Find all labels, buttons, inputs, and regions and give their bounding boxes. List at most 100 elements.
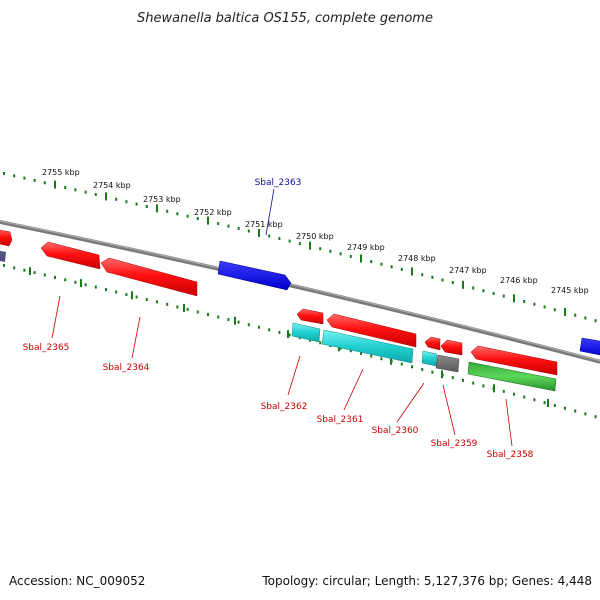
minor-tick <box>13 174 16 178</box>
gene-left-edge-gray[interactable] <box>0 250 6 262</box>
upper-tick-track <box>3 172 597 323</box>
minor-tick <box>54 275 56 279</box>
major-tick <box>309 241 311 250</box>
map-title: Shewanella baltica OS155, complete genom… <box>137 11 433 26</box>
major-tick <box>547 399 549 407</box>
minor-tick <box>288 239 291 243</box>
minor-tick <box>84 190 87 194</box>
gene-sbal-2361-red[interactable] <box>326 313 417 348</box>
minor-tick <box>574 313 577 317</box>
minor-tick <box>411 365 413 369</box>
gene-label-sbal-2361[interactable]: Sbal_2361 <box>317 415 364 425</box>
minor-tick <box>237 320 240 324</box>
minor-tick <box>145 297 148 301</box>
minor-tick <box>574 409 577 413</box>
minor-tick <box>472 286 475 290</box>
minor-tick <box>502 389 505 393</box>
gene-sbal-2358[interactable] <box>470 345 558 376</box>
gene-sbal-2360-cyan[interactable] <box>421 350 438 367</box>
gene-sbal-2362[interactable] <box>296 308 324 325</box>
minor-tick <box>176 212 179 216</box>
gene-label-sbal-2358[interactable]: Sbal_2358 <box>487 450 534 460</box>
minor-tick <box>94 285 97 289</box>
minor-tick <box>268 328 271 332</box>
gene-label-sbal-2362[interactable]: Sbal_2362 <box>261 402 308 412</box>
minor-tick <box>84 283 87 287</box>
minor-tick <box>64 185 67 189</box>
minor-tick <box>105 288 107 292</box>
gene-label-sbal-2365[interactable]: Sbal_2365 <box>23 343 70 353</box>
minor-tick <box>278 237 281 241</box>
minor-tick <box>23 176 26 180</box>
minor-tick <box>247 323 250 327</box>
major-tick <box>564 307 566 316</box>
minor-tick <box>431 275 434 279</box>
minor-tick <box>370 260 373 264</box>
gene-sbal-2359-gray[interactable] <box>435 354 460 373</box>
minor-tick <box>502 294 505 298</box>
gene-sbal-2360[interactable] <box>424 336 441 351</box>
minor-tick <box>400 267 403 271</box>
minor-tick <box>217 315 220 319</box>
minor-tick <box>33 271 36 275</box>
minor-tick <box>125 293 128 296</box>
gene-label-sbal-2364[interactable]: Sbal_2364 <box>103 363 150 373</box>
minor-tick <box>349 254 352 258</box>
major-tick <box>131 291 133 300</box>
leader-line-sbal-2361 <box>343 368 364 411</box>
gene-label-sbal-2359[interactable]: Sbal_2359 <box>431 439 478 449</box>
minor-tick <box>217 222 220 226</box>
gene-sbal-2358-green[interactable] <box>467 361 557 392</box>
gene-forward-right-edge[interactable] <box>579 337 600 356</box>
gene-sbal-2365[interactable] <box>40 241 101 270</box>
major-tick <box>287 330 289 339</box>
gene-sbal-2361[interactable] <box>321 329 414 364</box>
minor-tick <box>74 280 77 284</box>
minor-tick <box>523 300 526 303</box>
gene-sbal-2363[interactable] <box>217 260 292 291</box>
lower-tick-track <box>3 264 597 419</box>
minor-tick <box>186 214 189 218</box>
minor-tick <box>3 172 5 175</box>
gene-sbal-2359[interactable] <box>440 339 463 356</box>
tick-label: 2755 kbp <box>42 168 80 177</box>
minor-tick <box>451 376 454 380</box>
minor-tick <box>43 181 46 185</box>
gene-label-sbal-2363[interactable]: Sbal_2363 <box>255 178 302 188</box>
minor-tick <box>115 197 118 201</box>
minor-tick <box>247 229 250 233</box>
leader-line-sbal-2363 <box>265 188 275 236</box>
gene-sbal-2364[interactable] <box>100 257 198 297</box>
tick-label: 2751 kbp <box>245 220 283 229</box>
tick-label: 2754 kbp <box>93 181 131 190</box>
major-tick <box>183 304 185 312</box>
minor-tick <box>370 354 373 358</box>
tick-label: 2750 kbp <box>296 232 334 241</box>
minor-tick <box>594 415 597 419</box>
minor-tick <box>268 234 271 238</box>
gene-label-sbal-2360[interactable]: Sbal_2360 <box>372 426 419 436</box>
tick-label: 2746 kbp <box>500 276 538 285</box>
leader-line-sbal-2358 <box>505 398 513 447</box>
major-tick <box>234 316 236 325</box>
major-tick <box>156 204 158 213</box>
minor-tick <box>492 291 495 295</box>
minor-tick <box>74 188 77 192</box>
minor-tick <box>135 295 138 299</box>
accession-text: Accession: NC_009052 <box>9 574 145 588</box>
major-tick <box>80 279 82 288</box>
minor-tick <box>594 319 597 323</box>
minor-tick <box>237 227 240 230</box>
minor-tick <box>227 318 230 322</box>
minor-tick <box>553 403 556 407</box>
major-tick <box>441 370 443 379</box>
minor-tick <box>319 341 322 345</box>
minor-tick <box>33 178 36 182</box>
minor-tick <box>339 252 342 256</box>
minor-tick <box>64 278 67 282</box>
minor-tick <box>543 305 546 309</box>
gene-sbal-2362-cyan[interactable] <box>291 322 321 343</box>
gene-left-edge[interactable] <box>0 229 13 247</box>
minor-tick <box>421 368 424 371</box>
